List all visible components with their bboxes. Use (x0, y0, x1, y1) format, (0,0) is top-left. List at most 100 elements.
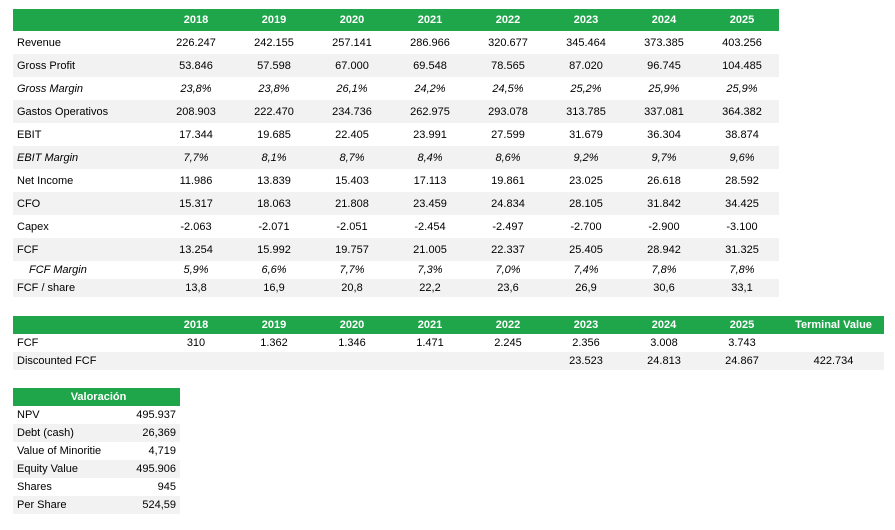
row-label: Discounted FCF (13, 352, 155, 370)
year-header: 2021 (389, 9, 467, 31)
cell-value: 7,0% (495, 264, 521, 276)
cell-value: 23.025 (569, 174, 603, 187)
cell-value: 38.874 (725, 128, 759, 141)
cell-value: 226.247 (176, 36, 216, 49)
cell-value: 293.078 (467, 100, 545, 123)
cell-value (155, 352, 233, 370)
cell-value: 524,59 (108, 496, 181, 514)
cell-value: 495.906 (108, 460, 181, 478)
cell-value: 364.382 (701, 100, 779, 123)
cell-value: 1.346 (338, 337, 366, 349)
cell-value: 34.425 (701, 192, 779, 215)
cell-value: -2.900 (648, 220, 680, 233)
year-header: 2023 (545, 9, 623, 31)
year-header: 2022 (467, 316, 545, 334)
cell-value: 9,6% (701, 146, 779, 169)
financials-row: Gastos Operativos 208.903 222.470 234.736 26… (13, 100, 779, 123)
cell-value: 23,8% (180, 82, 212, 95)
financials-row: Gross Profit 53.846 57.598 67.000 69.548 78.5… (13, 54, 779, 77)
year-header: 2018 (155, 9, 233, 31)
year-header: 2020 (311, 316, 389, 334)
cell-value: 21.808 (311, 192, 389, 215)
row-label: Gross Profit (13, 54, 155, 77)
cell-value: 20,8 (311, 279, 389, 297)
cell-value: 8,1% (233, 146, 311, 169)
cell-value: 23,8% (258, 82, 290, 95)
cell-value: 21.005 (389, 238, 467, 261)
cell-value (779, 334, 884, 352)
cell-value: 23.459 (389, 192, 467, 215)
cell-value: 25,9% (648, 82, 680, 95)
cell-value: -2.497 (492, 220, 524, 233)
cell-value: 30,6 (623, 279, 701, 297)
cell-value: 24,5% (492, 82, 524, 95)
cell-value: 22.337 (467, 238, 545, 261)
cell-value: 104.485 (701, 54, 779, 77)
cell-value: 8,4% (389, 146, 467, 169)
financials-row: FCF / share 13,8 16,9 20,8 22,2 23,6 26,9 30,6 3… (13, 279, 779, 297)
cell-value: -2.063 (180, 220, 212, 233)
cell-value: 33,1 (701, 279, 779, 297)
cell-value: 7,4% (573, 264, 599, 276)
cell-value: 26,9 (545, 279, 623, 297)
cell-value: 2.356 (572, 337, 600, 349)
financials-header-row: 2018 2019 2020 2021 2022 2023 2024 2025 (13, 9, 779, 31)
cell-value: 24,2% (414, 82, 446, 95)
valuation-title: Valoración (13, 388, 181, 406)
cell-value: 7,7% (155, 146, 233, 169)
cell-value: 23.991 (413, 128, 447, 141)
cell-value: -2.051 (336, 220, 368, 233)
cell-value: 2.245 (494, 337, 522, 349)
cell-value: 403.256 (722, 36, 762, 49)
cell-value: 313.785 (545, 100, 623, 123)
cell-value: 19.757 (311, 238, 389, 261)
year-header: 2019 (233, 316, 311, 334)
cell-value: 234.736 (311, 100, 389, 123)
cell-value: 15.403 (335, 174, 369, 187)
dcf-table: 2018 2019 2020 2021 2022 2023 2024 2025 … (13, 316, 884, 370)
cell-value (467, 352, 545, 370)
cell-value: 7,8% (729, 264, 755, 276)
valuation-row: Debt (cash) 26,369 (13, 424, 181, 442)
year-header: 2020 (311, 9, 389, 31)
cell-value: 26,1% (336, 82, 368, 95)
cell-value: 422.734 (779, 352, 884, 370)
cell-value: 25,2% (570, 82, 602, 95)
financials-row: Gross Margin 23,8% 23,8% 26,1% 24,2% 24,5% 25,… (13, 77, 779, 100)
row-label: EBIT (17, 128, 42, 141)
cell-value: 15.992 (233, 238, 311, 261)
cell-value: 1.471 (416, 337, 444, 349)
cell-value: 69.548 (389, 54, 467, 77)
financials-row: Capex -2.063 -2.071 -2.051 -2.454 -2.497 -2.70… (13, 215, 779, 238)
dcf-discounted-row: Discounted FCF 23.523 24.813 24.867 422.… (13, 352, 884, 370)
cell-value: 25.405 (545, 238, 623, 261)
cell-value: 310 (186, 337, 206, 349)
cell-value: 11.986 (179, 174, 213, 187)
cell-value: 337.081 (623, 100, 701, 123)
row-label: Shares (17, 481, 52, 493)
cell-value (233, 352, 311, 370)
cell-value: 19.685 (257, 128, 291, 141)
cell-value: 3.743 (728, 337, 756, 349)
cell-value: 22,2 (389, 279, 467, 297)
cell-value: 5,9% (183, 264, 209, 276)
cell-value: 13.254 (155, 238, 233, 261)
row-label: Per Share (13, 496, 108, 514)
cell-value: 373.385 (644, 36, 684, 49)
financials-row: EBIT Margin 7,7% 8,1% 8,7% 8,4% 8,6% 9,2% 9,7% 9… (13, 146, 779, 169)
cell-value: 222.470 (233, 100, 311, 123)
header-label-cell (13, 9, 155, 31)
row-label: CFO (13, 192, 155, 215)
cell-value: 78.565 (467, 54, 545, 77)
cell-value: -2.454 (414, 220, 446, 233)
financials-row: Net Income 11.986 13.839 15.403 17.113 19.861… (13, 169, 779, 192)
cell-value: 3.008 (650, 337, 678, 349)
cell-value: 345.464 (566, 36, 606, 49)
row-label: Revenue (17, 36, 62, 49)
cell-value: 15.317 (155, 192, 233, 215)
valuation-row: Equity Value 495.906 (13, 460, 181, 478)
financials-row: Revenue 226.247 242.155 257.141 286.966 320.6… (13, 31, 779, 54)
dcf-header-row: 2018 2019 2020 2021 2022 2023 2024 2025 … (13, 316, 884, 334)
cell-value: 28.942 (623, 238, 701, 261)
cell-value: 19.861 (491, 174, 525, 187)
